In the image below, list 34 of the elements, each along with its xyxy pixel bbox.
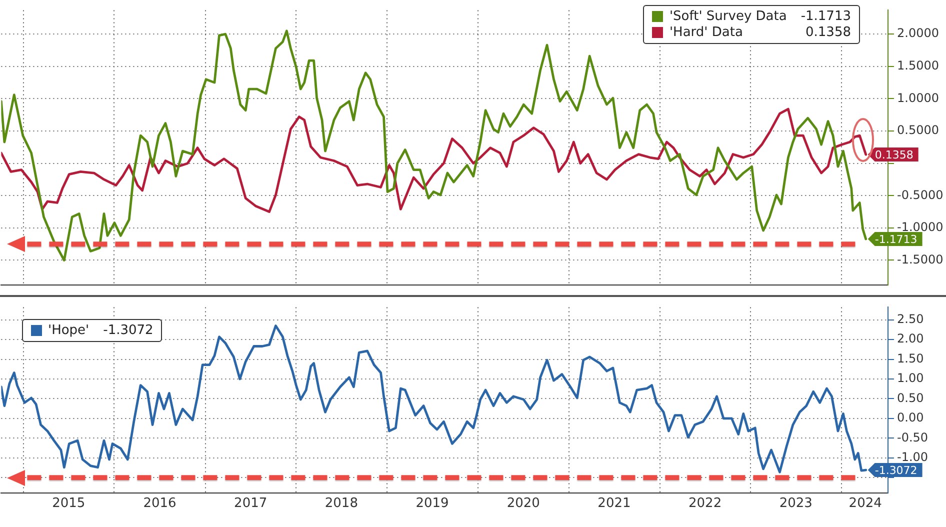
y-tick-label: 0.00: [897, 410, 924, 425]
y-tick-label: 2.50: [897, 312, 924, 326]
y-tick-label: 0.5000: [897, 123, 939, 138]
y-tick-label: -1.00: [897, 450, 928, 464]
y-tick-label: 1.5000: [897, 58, 939, 73]
y-tick-label: 0.50: [897, 390, 924, 405]
x-tick-label: 2015: [52, 496, 86, 512]
y-tick-label: -1.0000: [897, 220, 944, 234]
text: -1.3072: [103, 323, 154, 338]
x-tick-label: 2017: [234, 496, 268, 512]
y-tick-label: -1.5000: [897, 252, 944, 266]
y-tick-label: 1.0000: [897, 90, 939, 105]
text: -1.1713: [800, 9, 851, 24]
y-tick-label: 1.50: [897, 351, 924, 366]
y-tick-label: -0.5000: [897, 188, 944, 202]
y-tick-label: 2.0000: [897, 26, 939, 40]
legend-label: 'Soft' Survey Data: [668, 9, 787, 24]
y-tick-label: 2.00: [897, 332, 924, 346]
data-label: 0.1358: [874, 148, 914, 162]
text: 0.1358: [806, 25, 851, 40]
legend-label: 'Hard' Data: [668, 25, 744, 40]
y-tick-label: 1.00: [897, 371, 924, 386]
legend-label: 'Hope': [47, 323, 90, 338]
data-label: -1.1713: [874, 232, 918, 246]
x-tick-label: 2020: [506, 496, 540, 512]
x-tick-label: 2022: [688, 496, 722, 512]
x-tick-label: 2024: [848, 496, 882, 512]
x-tick-label: 2021: [598, 496, 631, 512]
x-tick-label: 2018: [324, 496, 358, 512]
data-label: -1.3072: [874, 464, 918, 477]
x-tick-label: 2016: [143, 496, 176, 512]
x-tick-label: 2019: [416, 496, 449, 512]
y-tick-label: -0.50: [897, 430, 928, 444]
x-tick-label: 2023: [779, 496, 812, 512]
